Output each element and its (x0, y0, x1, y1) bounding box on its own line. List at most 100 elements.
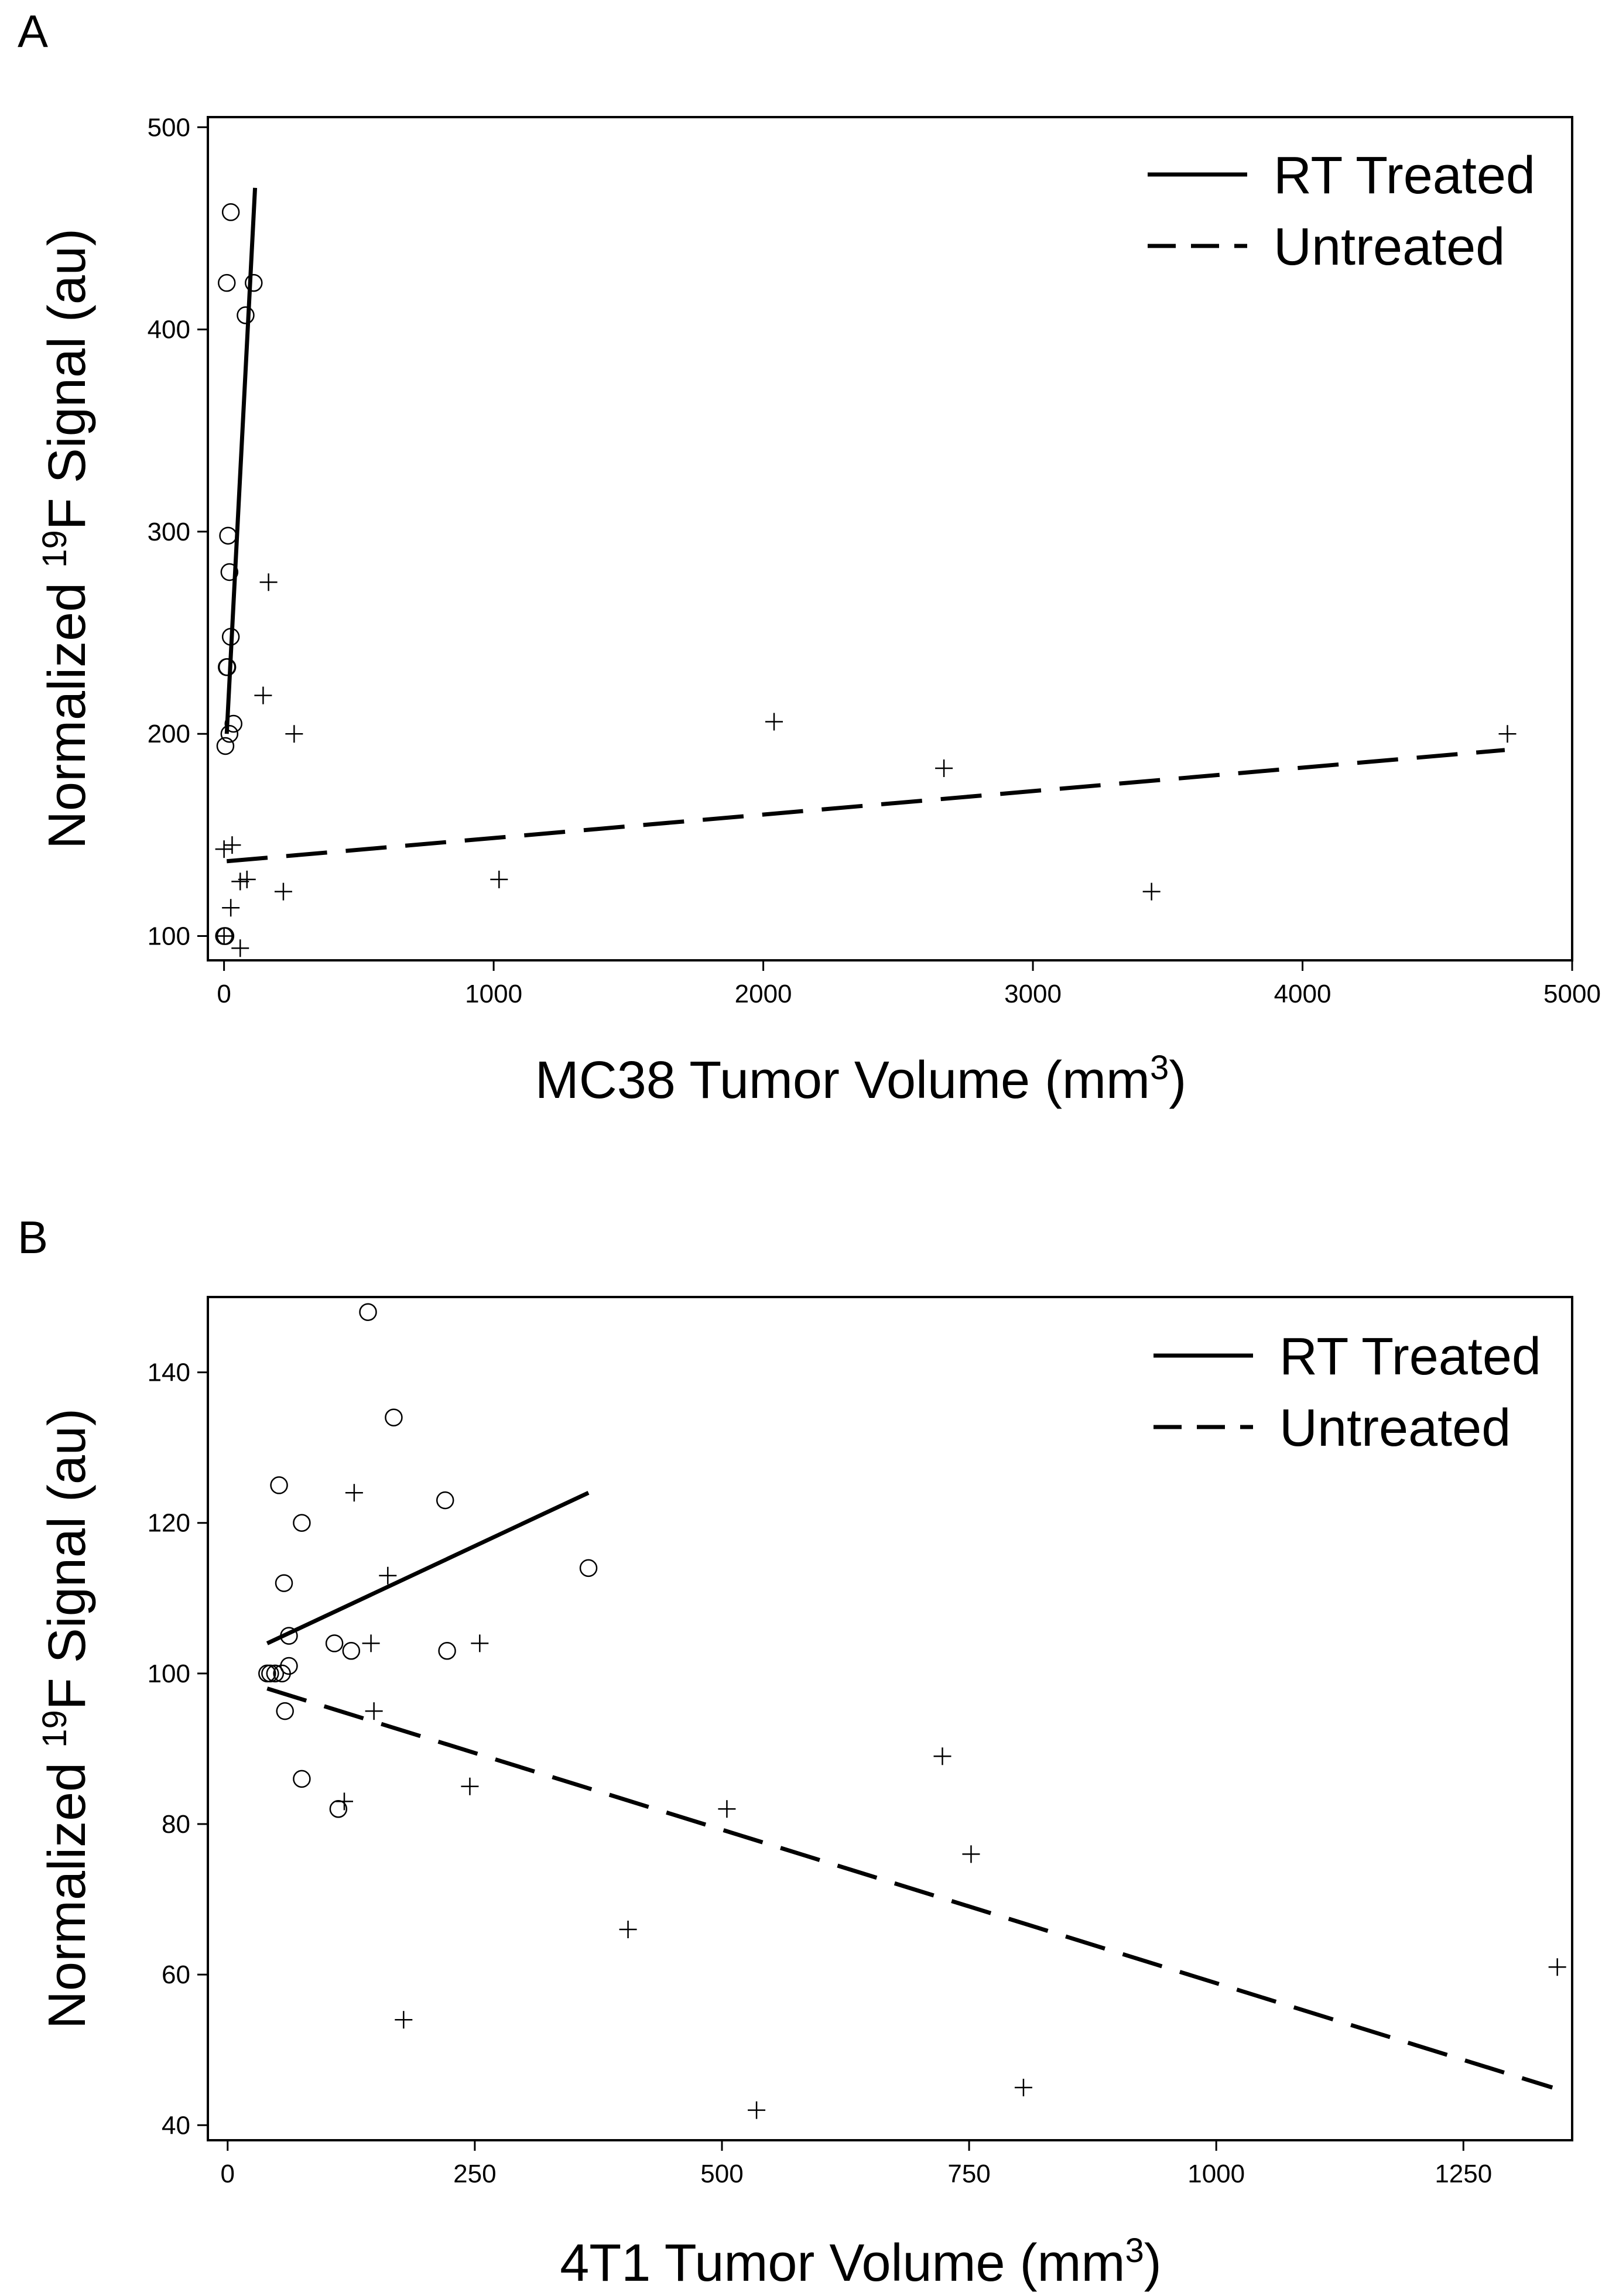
x-tick-label: 1000 (465, 980, 522, 1008)
x-axis-title: MC38 Tumor Volume (mm3) (535, 1049, 1187, 1110)
legend: RT Treated Untreated (1154, 1327, 1541, 1457)
x-tick-label: 750 (947, 2160, 990, 2188)
x-tick-label: 4000 (1274, 980, 1332, 1008)
untreated-point (619, 1921, 637, 1938)
untreated-point (231, 939, 249, 957)
untreated-point (1142, 882, 1161, 901)
panel-letter: A (18, 5, 48, 57)
rt-treated-point (438, 1642, 456, 1660)
rt-treated-point (245, 273, 263, 292)
untreated-point (215, 840, 233, 858)
x-tick-label: 5000 (1543, 980, 1601, 1008)
legend-label-rt-treated: RT Treated (1274, 146, 1535, 205)
legend-label-rt-treated: RT Treated (1279, 1327, 1541, 1386)
x-tick-label: 500 (700, 2160, 743, 2188)
rt-treated-point (325, 1634, 344, 1652)
rt-treated-point (217, 273, 236, 292)
y-tick-label: 500 (148, 113, 190, 142)
untreated-point (395, 2011, 413, 2029)
y-axis-title: Normalized 19F Signal (au) (36, 1408, 97, 2029)
rt-treated-point (261, 1664, 279, 1683)
rt-treated-point (280, 1627, 298, 1645)
y-tick-label: 140 (148, 1359, 190, 1387)
untreated-point (962, 1845, 980, 1863)
y-axis-title: Normalized 19F Signal (au) (36, 228, 97, 849)
rt-treated-point (273, 1664, 291, 1683)
plot-frame (207, 1296, 1573, 2141)
rt-treated-point (221, 628, 240, 646)
untreated-point (365, 1702, 383, 1720)
rt-treated-point (579, 1559, 598, 1578)
rt-treated-point (342, 1642, 361, 1660)
untreated-point (362, 1634, 380, 1652)
rt-treated-point (237, 306, 255, 324)
untreated-point (222, 899, 240, 917)
untreated-point (490, 870, 508, 888)
data-marks (258, 1303, 1566, 2119)
rt-treated-point (266, 1664, 285, 1683)
y-tick-label: 40 (162, 2111, 190, 2140)
rt-treated-point (219, 526, 237, 545)
untreated-fit-line (226, 748, 1505, 864)
rt-treated-point (276, 1702, 294, 1720)
untreated-point (259, 573, 278, 591)
x-tick-label: 250 (453, 2160, 496, 2188)
panel-b: B 0 250 500 750 1000 1250 40 60 80 100 120 140 4T1 … (18, 1212, 1573, 2292)
rt-treated-point (293, 1514, 311, 1532)
x-tick-label: 1000 (1187, 2160, 1245, 2188)
y-tick-label: 200 (148, 720, 190, 748)
untreated-fit-line (266, 1686, 1553, 2090)
legend: RT Treated Untreated (1148, 146, 1535, 276)
y-tick-label: 100 (148, 922, 190, 951)
rt-treated-point (270, 1476, 288, 1494)
untreated-point (471, 1634, 489, 1652)
y-tick-label: 120 (148, 1509, 190, 1538)
untreated-point (345, 1484, 363, 1502)
y-tick-label: 300 (148, 518, 190, 546)
untreated-point (215, 927, 233, 945)
untreated-point (254, 686, 272, 704)
rt-treated-point (216, 737, 235, 755)
rt-treated-point (436, 1491, 454, 1510)
rt-treated-point (385, 1408, 403, 1426)
untreated-point (935, 759, 953, 777)
rt-treated-point (359, 1303, 377, 1321)
axis-ticks: 0 1000 2000 3000 4000 5000 100 200 300 400 500 (148, 113, 1601, 1008)
x-axis-title: 4T1 Tumor Volume (mm3) (560, 2232, 1162, 2292)
data-marks (215, 187, 1517, 957)
rt-treated-fit-line (224, 187, 258, 734)
axis-ticks: 0 250 500 750 1000 1250 40 60 80 100 120 140 (148, 1359, 1493, 2188)
y-tick-label: 60 (162, 1960, 190, 1989)
x-tick-label: 0 (221, 2160, 235, 2188)
plot-frame (207, 116, 1573, 961)
panel-letter: B (18, 1212, 48, 1263)
y-tick-label: 80 (162, 1810, 190, 1839)
untreated-point (1498, 725, 1517, 743)
rt-treated-point (218, 658, 237, 676)
rt-treated-point (220, 724, 239, 743)
rt-treated-point (220, 563, 239, 581)
legend-label-untreated: Untreated (1274, 218, 1505, 276)
x-tick-label: 2000 (735, 980, 792, 1008)
rt-treated-fit-line (266, 1491, 590, 1645)
legend-label-untreated: Untreated (1279, 1399, 1511, 1457)
x-tick-label: 0 (217, 980, 231, 1008)
y-tick-label: 400 (148, 316, 190, 344)
untreated-point (379, 1566, 397, 1585)
untreated-point (765, 713, 783, 731)
untreated-point (274, 882, 292, 901)
untreated-point (238, 870, 256, 888)
panel-a: A 0 1000 2000 3000 4000 5000 100 200 300 400 500 M… (18, 5, 1601, 1110)
rt-treated-point (224, 714, 242, 733)
rt-treated-point (275, 1574, 293, 1592)
untreated-point (1548, 1958, 1566, 1976)
untreated-point (933, 1747, 951, 1765)
untreated-point (223, 836, 241, 854)
y-tick-label: 100 (148, 1659, 190, 1688)
x-tick-label: 3000 (1004, 980, 1062, 1008)
rt-treated-point (221, 203, 240, 221)
untreated-point (461, 1777, 479, 1795)
untreated-point (231, 872, 249, 891)
untreated-point (718, 1800, 736, 1818)
untreated-point (336, 1792, 353, 1811)
